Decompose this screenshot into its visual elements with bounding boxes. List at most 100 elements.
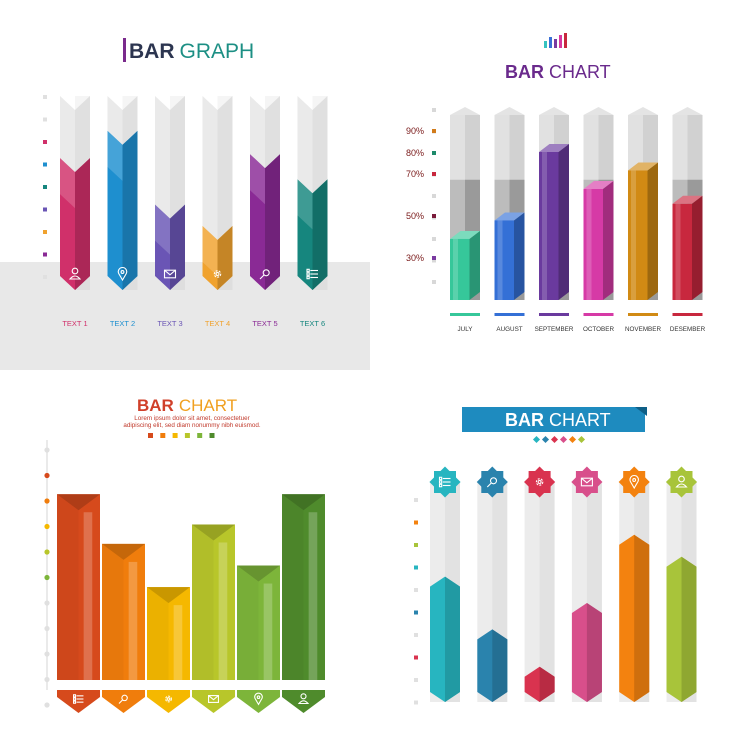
bar: OCTOBER bbox=[583, 107, 614, 333]
legend-dot bbox=[43, 230, 47, 234]
bar-fill bbox=[539, 152, 559, 300]
axis-dot bbox=[44, 600, 50, 606]
axis-dot bbox=[44, 498, 50, 504]
axis-dot bbox=[44, 447, 50, 453]
color-key-swatch bbox=[209, 433, 215, 438]
axis-dot bbox=[44, 625, 50, 632]
bar-fill bbox=[450, 238, 470, 300]
envelope-icon bbox=[163, 269, 177, 279]
axis-dot bbox=[432, 214, 436, 218]
bar: TEXT 4 bbox=[202, 96, 233, 328]
legend-dot bbox=[43, 140, 47, 144]
category-label: OCTOBER bbox=[583, 326, 614, 333]
axis-dot bbox=[432, 129, 436, 133]
y-tick-label: 70% bbox=[406, 169, 424, 179]
list-icon bbox=[306, 268, 318, 280]
bar-chart-capsules: BAR CHART bbox=[414, 407, 698, 705]
color-key-swatch bbox=[577, 435, 586, 444]
bar-group: JULY AUGUST SEPTEMBER OCTOBER NOVEMBER DESEMB… bbox=[450, 107, 706, 333]
bar bbox=[524, 466, 556, 702]
bar-top bbox=[494, 212, 525, 221]
location-pin-icon bbox=[117, 266, 128, 282]
axis-dot bbox=[432, 258, 436, 263]
legend-dot bbox=[43, 185, 47, 189]
category-label: TEXT 2 bbox=[110, 319, 135, 328]
envelope-icon bbox=[208, 695, 219, 703]
bar: NOVEMBER bbox=[625, 107, 661, 333]
search-icon bbox=[259, 269, 270, 280]
category-label: TEXT 6 bbox=[300, 319, 325, 328]
category-underline bbox=[494, 313, 525, 316]
bar bbox=[429, 466, 461, 702]
legend-dot bbox=[43, 207, 47, 212]
category-underline bbox=[628, 313, 658, 316]
bar-top bbox=[672, 195, 703, 204]
bar: TEXT 1 bbox=[60, 96, 90, 328]
bar bbox=[665, 466, 698, 702]
bar-tab bbox=[192, 690, 235, 713]
legend-dot bbox=[414, 633, 418, 637]
category-label: AUGUST bbox=[496, 326, 522, 333]
bar bbox=[237, 565, 280, 713]
bar-chart-prisms: BAR CHART Lorem ipsum dolor sit amet, con… bbox=[44, 396, 325, 713]
bar bbox=[282, 494, 325, 713]
bar-chart-3d: BAR CHART 90% 80% 70% 50% 30% JULY AUGUST SEPTE… bbox=[406, 33, 706, 333]
axis-dot bbox=[44, 676, 50, 683]
legend-dot bbox=[414, 678, 418, 682]
axis-dot bbox=[44, 702, 50, 708]
y-tick-label: 50% bbox=[406, 211, 424, 221]
chart-title: BAR CHART bbox=[505, 62, 611, 82]
bar-tab bbox=[57, 690, 100, 713]
color-key-swatch bbox=[568, 435, 577, 444]
color-key-swatch bbox=[197, 433, 203, 438]
user-icon bbox=[297, 693, 310, 705]
user-icon bbox=[675, 475, 688, 488]
axis-dot bbox=[432, 151, 436, 155]
bar bbox=[192, 524, 235, 713]
bar-top bbox=[539, 144, 569, 152]
color-key-swatch bbox=[541, 435, 550, 444]
bar-top bbox=[450, 230, 480, 239]
legend-dot bbox=[414, 655, 418, 660]
color-key-swatch bbox=[172, 433, 178, 438]
color-key bbox=[148, 433, 215, 438]
bar-tab bbox=[102, 690, 145, 713]
location-pin-icon bbox=[254, 692, 263, 706]
search-icon bbox=[118, 694, 128, 704]
y-tick-label: 90% bbox=[406, 126, 424, 136]
bar bbox=[147, 587, 190, 713]
bar-top bbox=[628, 162, 658, 171]
legend-dot bbox=[43, 162, 47, 167]
gear-icon bbox=[165, 695, 172, 703]
category-label: JULY bbox=[458, 326, 474, 333]
subtitle-line-1: Lorem ipsum dolor sit amet, consectetuer bbox=[134, 415, 250, 422]
color-key-swatch bbox=[160, 433, 166, 438]
bar: DESEMBER bbox=[670, 107, 706, 333]
category-underline bbox=[539, 313, 569, 316]
bar: TEXT 6 bbox=[297, 96, 328, 328]
bar-top bbox=[583, 181, 614, 189]
bar-tab bbox=[237, 690, 280, 713]
category-label: SEPTEMBER bbox=[535, 326, 574, 333]
color-key-swatch bbox=[148, 433, 153, 438]
bar-fill bbox=[628, 170, 648, 300]
bar: TEXT 3 bbox=[155, 96, 185, 328]
axis-dot bbox=[432, 280, 436, 284]
category-label: TEXT 5 bbox=[252, 319, 277, 328]
legend-dots bbox=[414, 498, 418, 705]
category-underline bbox=[672, 313, 703, 316]
category-underline bbox=[450, 313, 480, 316]
bar-group: TEXT 1 TEXT 2 TEXT 3 TEXT 4 TEXT 5 TEXT 6 bbox=[60, 96, 328, 328]
axis-dot bbox=[44, 472, 50, 479]
bar: JULY bbox=[450, 107, 480, 333]
category-label: TEXT 3 bbox=[157, 319, 182, 328]
axis-dot bbox=[432, 108, 436, 112]
bar: TEXT 5 bbox=[250, 96, 280, 328]
legend-dot bbox=[414, 565, 418, 570]
category-label: DESEMBER bbox=[670, 326, 706, 333]
bar-group bbox=[57, 494, 325, 713]
color-key-swatch bbox=[532, 435, 541, 444]
bar bbox=[57, 494, 100, 713]
chart-title: BAR CHART bbox=[505, 410, 611, 430]
